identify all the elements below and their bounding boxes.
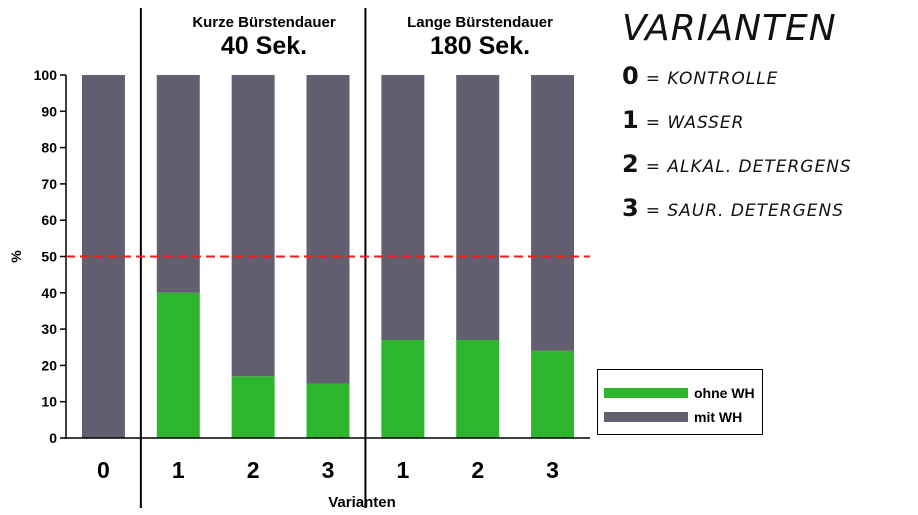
x-tick-label: 2 (471, 457, 484, 483)
variant-number: 3 (622, 194, 640, 222)
y-tick-label: 20 (41, 357, 57, 373)
bar-mit-wh (231, 75, 275, 377)
legend-label: mit WH (694, 409, 743, 425)
bar-mit-wh (531, 75, 575, 351)
group-title-short: Kurze Bürstendauer 40 Sek. (160, 14, 368, 60)
variant-item: 3 = SAUR. DETERGENS (622, 195, 918, 239)
x-tick-label: 0 (97, 457, 110, 483)
y-tick-label: 10 (41, 394, 57, 410)
variants-title: VARIANTEN (622, 8, 837, 49)
bar-mit-wh (81, 75, 125, 438)
group-long-title: Lange Bürstendauer (407, 14, 553, 31)
chart-legend: ohne WH mit WH (597, 369, 763, 435)
legend-swatch-mit-wh (604, 412, 688, 422)
variant-number: 1 (622, 106, 640, 134)
y-axis-label: % (8, 250, 24, 263)
y-tick-label: 90 (41, 103, 57, 119)
bar-mit-wh (306, 75, 350, 384)
variants-panel: VARIANTEN 0 = KONTROLLE 1 = WASSER 2 = ALKA… (622, 8, 918, 239)
y-tick-label: 100 (34, 67, 58, 83)
variant-text: = WASSER (645, 113, 745, 133)
y-tick-label: 60 (41, 212, 57, 228)
y-tick-label: 40 (41, 285, 57, 301)
x-axis-label: Varianten (328, 494, 396, 511)
bar-mit-wh (381, 75, 425, 340)
variant-text: = SAUR. DETERGENS (645, 201, 845, 221)
y-tick-label: 0 (49, 430, 57, 446)
group-short-title: Kurze Bürstendauer (192, 14, 336, 31)
x-tick-label: 1 (396, 457, 409, 483)
variant-item: 1 = WASSER (622, 107, 918, 151)
variant-item: 0 = KONTROLLE (622, 63, 918, 107)
variant-item: 2 = ALKAL. DETERGENS (622, 151, 918, 195)
variant-number: 0 (622, 62, 640, 90)
x-tick-label: 2 (247, 457, 260, 483)
legend-item: mit WH (604, 409, 742, 425)
variant-text: = ALKAL. DETERGENS (645, 157, 852, 177)
bar-ohne-wh (231, 376, 275, 438)
group-title-long: Lange Bürstendauer 180 Sek. (372, 14, 588, 60)
bar-mit-wh (156, 75, 200, 293)
x-tick-label: 3 (546, 457, 559, 483)
bar-ohne-wh (456, 339, 500, 438)
bar-ohne-wh (531, 350, 575, 438)
legend-item: ohne WH (604, 385, 755, 401)
y-tick-label: 50 (41, 249, 57, 265)
bar-ohne-wh (381, 339, 425, 438)
bar-ohne-wh (306, 383, 350, 438)
group-short-subtitle: 40 Sek. (220, 32, 308, 60)
x-tick-label: 1 (172, 457, 185, 483)
variant-text: = KONTROLLE (645, 69, 779, 89)
bar-mit-wh (456, 75, 500, 340)
legend-swatch-ohne-wh (604, 388, 688, 398)
y-tick-label: 30 (41, 321, 57, 337)
group-long-subtitle: 180 Sek. (429, 32, 531, 60)
legend-label: ohne WH (694, 385, 755, 401)
x-tick-label: 3 (322, 457, 335, 483)
bar-ohne-wh (156, 292, 200, 438)
variant-number: 2 (622, 150, 640, 178)
y-tick-label: 80 (41, 140, 57, 156)
y-tick-label: 70 (41, 176, 57, 192)
